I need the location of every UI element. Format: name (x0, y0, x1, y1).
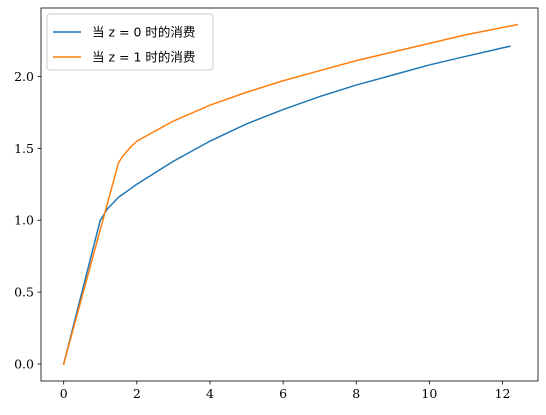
y-tick-label: 1.0 (14, 213, 34, 228)
legend-label-z0: 当 z = 0 时的消费 (92, 25, 195, 40)
y-tick-label: 0.5 (14, 285, 34, 300)
legend-label-z1: 当 z = 1 时的消费 (92, 50, 195, 65)
x-tick-label: 10 (421, 386, 437, 401)
legend: 当 z = 0 时的消费 当 z = 1 时的消费 (46, 13, 214, 71)
y-tick-label: 0.0 (14, 357, 34, 372)
x-tick-label: 6 (279, 386, 287, 401)
x-tick-label: 4 (206, 386, 214, 401)
series-line-0 (62, 45, 511, 365)
series-lines (62, 23, 519, 365)
y-tick-label: 1.5 (14, 141, 34, 156)
y-tick-label: 2.0 (14, 69, 34, 84)
x-tick-label: 12 (495, 386, 511, 401)
y-axis: 0.0 0.5 1.0 1.5 2.0 (14, 69, 41, 372)
x-axis: 0 2 4 6 8 10 12 (60, 381, 511, 401)
plot-frame (40, 7, 539, 382)
x-tick-label: 8 (352, 386, 360, 401)
series-line-1 (62, 23, 519, 365)
x-tick-label: 2 (133, 386, 141, 401)
legend-box (46, 13, 214, 71)
x-tick-label: 0 (60, 386, 68, 401)
